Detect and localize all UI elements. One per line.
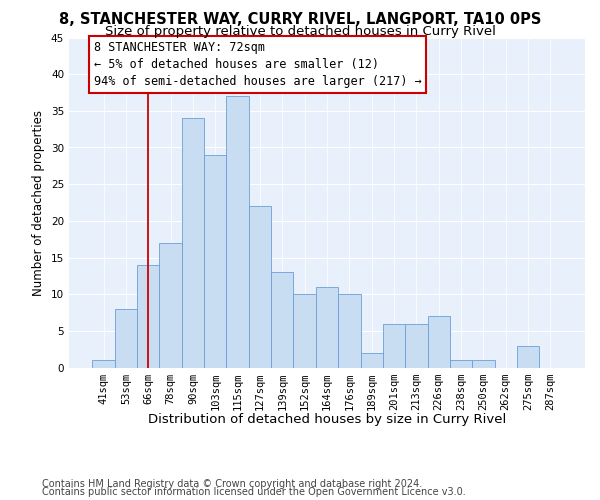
Bar — [383, 324, 405, 368]
Bar — [271, 272, 293, 368]
Text: Size of property relative to detached houses in Curry Rivel: Size of property relative to detached ho… — [104, 25, 496, 38]
Bar — [428, 316, 450, 368]
X-axis label: Distribution of detached houses by size in Curry Rivel: Distribution of detached houses by size … — [148, 412, 506, 426]
Bar — [204, 155, 226, 368]
Bar — [405, 324, 428, 368]
Bar — [472, 360, 494, 368]
Bar — [115, 309, 137, 368]
Bar — [249, 206, 271, 368]
Bar — [226, 96, 249, 367]
Text: Contains public sector information licensed under the Open Government Licence v3: Contains public sector information licen… — [42, 487, 466, 497]
Bar — [517, 346, 539, 368]
Text: Contains HM Land Registry data © Crown copyright and database right 2024.: Contains HM Land Registry data © Crown c… — [42, 479, 422, 489]
Bar — [338, 294, 361, 368]
Bar — [92, 360, 115, 368]
Text: 8, STANCHESTER WAY, CURRY RIVEL, LANGPORT, TA10 0PS: 8, STANCHESTER WAY, CURRY RIVEL, LANGPOR… — [59, 12, 541, 28]
Bar — [450, 360, 472, 368]
Bar — [316, 287, 338, 368]
Bar — [182, 118, 204, 368]
Text: 8 STANCHESTER WAY: 72sqm
← 5% of detached houses are smaller (12)
94% of semi-de: 8 STANCHESTER WAY: 72sqm ← 5% of detache… — [94, 41, 421, 88]
Y-axis label: Number of detached properties: Number of detached properties — [32, 110, 46, 296]
Bar — [137, 265, 160, 368]
Bar — [293, 294, 316, 368]
Bar — [361, 353, 383, 368]
Bar — [160, 243, 182, 368]
